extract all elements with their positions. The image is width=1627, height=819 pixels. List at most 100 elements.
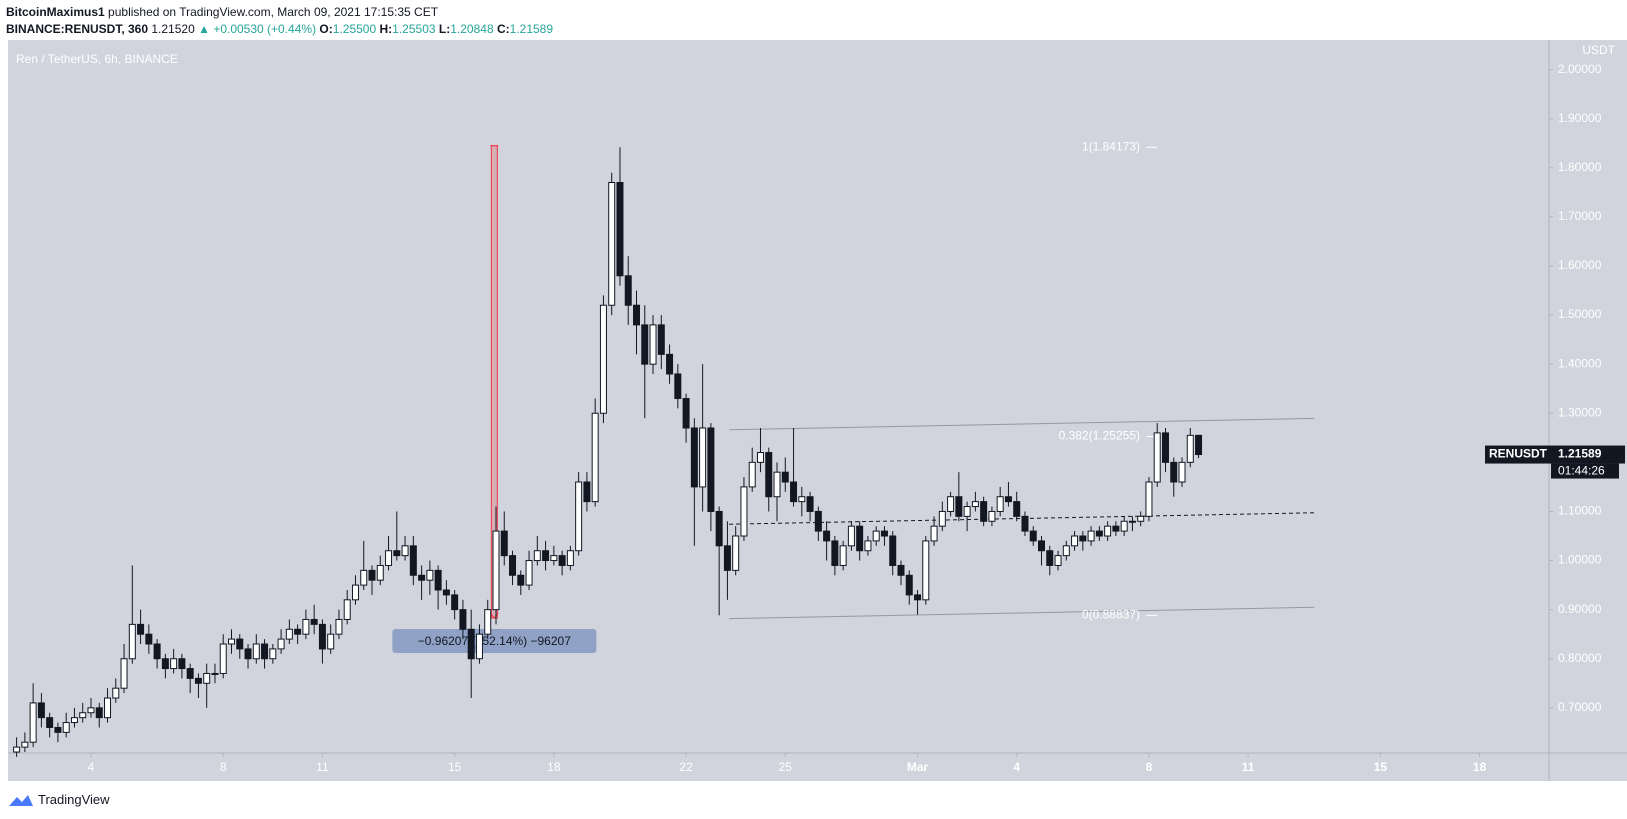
candle-body — [227, 638, 235, 645]
y-tick-label: 0.90000 — [1558, 602, 1602, 616]
y-tick-label: 0.80000 — [1558, 651, 1602, 665]
channel-line — [729, 417, 1315, 431]
candle-body — [1161, 432, 1169, 463]
y-tick-label: 1.10000 — [1558, 504, 1602, 518]
candle-body — [1128, 520, 1136, 523]
candle-body — [360, 569, 368, 586]
measure-box — [392, 629, 597, 654]
candle-body — [996, 496, 1004, 512]
quote-line: BINANCE:RENUSDT, 360 1.21520 ▲ +0.00530 … — [6, 21, 553, 38]
candle-body — [847, 525, 855, 547]
y-tick-label: 1.50000 — [1558, 307, 1602, 321]
candle-body — [690, 427, 698, 488]
x-tick-label: 4 — [88, 760, 95, 774]
countdown-bg — [1551, 463, 1619, 479]
candle-body — [277, 638, 285, 650]
candle-body — [1120, 520, 1128, 532]
candle-body — [170, 658, 178, 670]
candle-body — [790, 481, 798, 503]
candle-body — [492, 530, 500, 611]
candle-body — [434, 569, 442, 591]
candle-body — [1137, 515, 1145, 522]
change: ▲ +0.00530 (+0.44%) — [198, 22, 317, 36]
x-tick-label: 22 — [679, 760, 693, 774]
candle-body — [285, 628, 293, 640]
candle-body — [823, 530, 831, 542]
candle-body — [732, 535, 740, 571]
candle-body — [401, 545, 409, 557]
candle-body — [252, 643, 260, 660]
candle-body — [1038, 540, 1046, 552]
candle-body — [773, 471, 781, 498]
ohlc-key: L: — [438, 22, 451, 36]
candle-body — [79, 712, 87, 719]
candle-body — [475, 633, 483, 660]
candle-body — [971, 501, 979, 508]
candle-body — [120, 658, 128, 689]
candle-body — [1195, 434, 1203, 456]
candle-body — [186, 668, 194, 679]
candle-body — [104, 697, 112, 719]
y-tick-label: 0.70000 — [1558, 700, 1602, 714]
candle-body — [740, 486, 748, 537]
candle-body — [1186, 434, 1194, 463]
candle-body — [1013, 501, 1021, 517]
chart: Ren / TetherUS, 6h, BINANCE 0.70000 0.8000… — [8, 40, 1627, 781]
author: BitcoinMaximus1 — [6, 5, 105, 19]
candle-body — [1170, 461, 1178, 483]
candle-body — [1054, 555, 1062, 566]
candle-body — [599, 304, 607, 414]
candle-body — [938, 510, 946, 527]
candle-body — [1071, 535, 1079, 547]
candle-body — [633, 304, 641, 326]
candle-body — [161, 658, 169, 670]
candle-body — [930, 525, 938, 542]
candle-body — [905, 574, 913, 596]
price-tag-value: 1.21589 — [1558, 447, 1602, 461]
candle-body — [525, 560, 533, 586]
candle-body — [533, 550, 541, 562]
y-tick-label: 1.30000 — [1558, 405, 1602, 419]
candle-body — [29, 702, 37, 743]
brand[interactable]: TradingView — [38, 792, 110, 807]
candle-body — [988, 510, 996, 522]
published: published on TradingView.com, March 09, … — [108, 5, 439, 19]
candle-body — [112, 687, 120, 699]
candle-body — [211, 672, 219, 675]
candle-body — [327, 633, 335, 650]
footer: TradingView — [8, 792, 110, 807]
candle-body — [509, 555, 517, 576]
candle-body — [128, 623, 136, 660]
measure-label: −0.96207 (−52.14%) −96207 — [418, 634, 571, 648]
y-tick-label: 1.40000 — [1558, 356, 1602, 370]
y-tick-label: 1.80000 — [1558, 160, 1602, 174]
candle-body — [219, 643, 227, 674]
axis-label-bg — [1551, 44, 1625, 58]
candle-body — [963, 506, 971, 517]
x-tick-label: Mar — [907, 760, 929, 774]
candle-body — [442, 589, 450, 596]
legend: Ren / TetherUS, 6h, BINANCE — [16, 52, 178, 66]
y-tick-label: 1.60000 — [1558, 258, 1602, 272]
candle-body — [674, 373, 682, 400]
candle-body — [1104, 525, 1112, 537]
candle-body — [583, 481, 591, 503]
x-tick-label: 11 — [1242, 760, 1255, 774]
candle-body — [451, 594, 459, 611]
candle-body — [575, 481, 583, 552]
candle-body — [1095, 530, 1103, 537]
candle-body — [385, 550, 393, 566]
candle-body — [591, 412, 599, 503]
price-tag-symbol: RENUSDT — [1489, 447, 1548, 461]
candle-body — [426, 569, 434, 581]
x-tick-label: 18 — [1473, 760, 1487, 774]
candle-body — [856, 525, 864, 552]
candle-body — [194, 677, 202, 684]
candle-body — [980, 501, 988, 522]
candle-body — [203, 672, 211, 684]
candle-body — [376, 564, 384, 581]
candle-body — [137, 623, 145, 635]
candle-body — [566, 550, 574, 566]
x-tick-label: 25 — [779, 760, 793, 774]
candle-body — [889, 535, 897, 566]
